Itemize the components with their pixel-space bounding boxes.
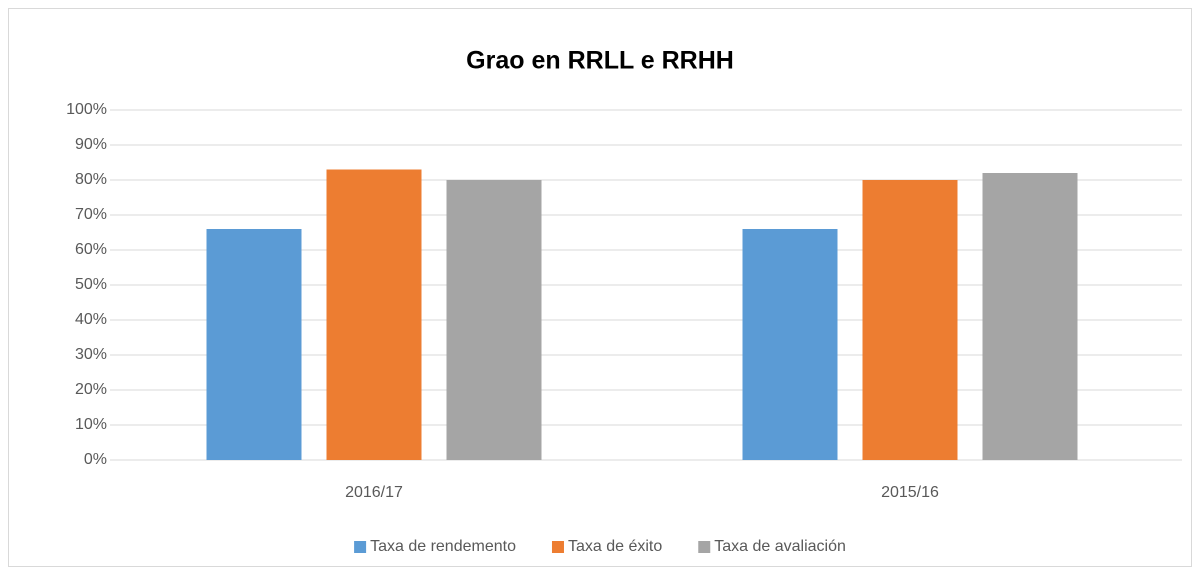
bar: [446, 180, 542, 460]
y-tick-label: 60%: [75, 241, 107, 258]
legend-label: Taxa de avaliación: [714, 538, 846, 555]
x-tick-label: 2016/17: [345, 484, 403, 501]
legend-swatch: [698, 541, 711, 553]
bar: [206, 229, 302, 460]
y-tick-label: 20%: [75, 381, 107, 398]
y-tick-label: 70%: [75, 206, 107, 223]
chart-title: Grao en RRLL e RRHH: [466, 47, 734, 75]
legend-swatch: [551, 541, 564, 553]
legend-label: Taxa de éxito: [568, 538, 662, 555]
y-tick-label: 40%: [75, 311, 107, 328]
bar: [982, 173, 1078, 460]
y-tick-label: 10%: [75, 416, 107, 433]
x-tick-label: 2015/16: [881, 484, 939, 501]
y-tick-label: 90%: [75, 136, 107, 153]
legend-swatch: [354, 541, 367, 553]
y-tick-label: 30%: [75, 346, 107, 363]
bar: [862, 180, 958, 460]
bar: [742, 229, 838, 460]
y-tick-label: 100%: [66, 101, 107, 118]
y-tick-label: 0%: [84, 451, 107, 468]
legend-label: Taxa de rendemento: [370, 538, 516, 555]
y-tick-label: 50%: [75, 276, 107, 293]
y-tick-label: 80%: [75, 171, 107, 188]
bar: [326, 169, 422, 460]
